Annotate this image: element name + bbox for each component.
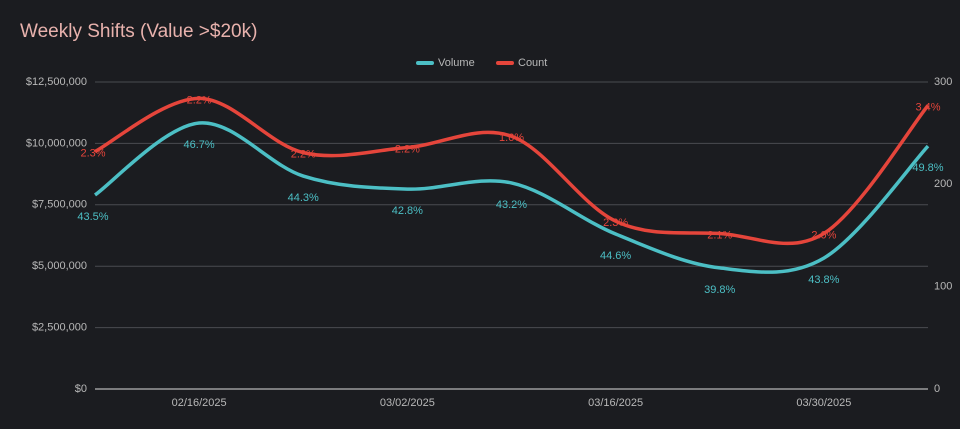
point-label: 2.2% xyxy=(291,149,316,161)
point-label: 2.1% xyxy=(707,229,732,241)
point-label: 2.2% xyxy=(395,143,420,155)
y-tick-label: $10,000,000 xyxy=(26,137,87,149)
point-label: 43.8% xyxy=(808,274,839,286)
point-label: 44.6% xyxy=(600,250,631,262)
chart-title: Weekly Shifts (Value >$20k) xyxy=(20,21,257,42)
y2-tick-label: 200 xyxy=(934,178,952,190)
legend-label: Count xyxy=(518,57,547,69)
x-tick-label: 03/30/2025 xyxy=(796,397,851,409)
x-tick-label: 03/02/2025 xyxy=(380,397,435,409)
point-label: 43.2% xyxy=(496,199,527,211)
series-line xyxy=(93,121,930,274)
series-line xyxy=(94,96,930,246)
point-label: 2.2% xyxy=(187,94,212,106)
point-label: 2.3% xyxy=(80,147,105,159)
y-tick-label: $12,500,000 xyxy=(26,76,87,88)
point-label: 1.6% xyxy=(499,132,524,144)
point-label: 43.5% xyxy=(77,211,108,223)
legend-label: Volume xyxy=(438,57,475,69)
point-label: 2.3% xyxy=(603,217,628,229)
x-tick-label: 02/16/2025 xyxy=(172,397,227,409)
point-label: 2.0% xyxy=(811,229,836,241)
y2-tick-label: 0 xyxy=(934,383,940,395)
point-label: 39.8% xyxy=(704,284,735,296)
y2-tick-label: 100 xyxy=(934,281,952,293)
point-label: 49.8% xyxy=(912,162,943,174)
x-tick-label: 03/16/2025 xyxy=(588,397,643,409)
y-tick-label: $2,500,000 xyxy=(32,322,87,334)
y-tick-label: $5,000,000 xyxy=(32,260,87,272)
y-tick-label: $0 xyxy=(75,383,87,395)
point-label: 46.7% xyxy=(184,139,215,151)
point-label: 3.4% xyxy=(915,101,940,113)
point-label: 42.8% xyxy=(392,205,423,217)
y-tick-label: $7,500,000 xyxy=(32,199,87,211)
point-label: 44.3% xyxy=(288,192,319,204)
y2-tick-label: 300 xyxy=(934,76,952,88)
